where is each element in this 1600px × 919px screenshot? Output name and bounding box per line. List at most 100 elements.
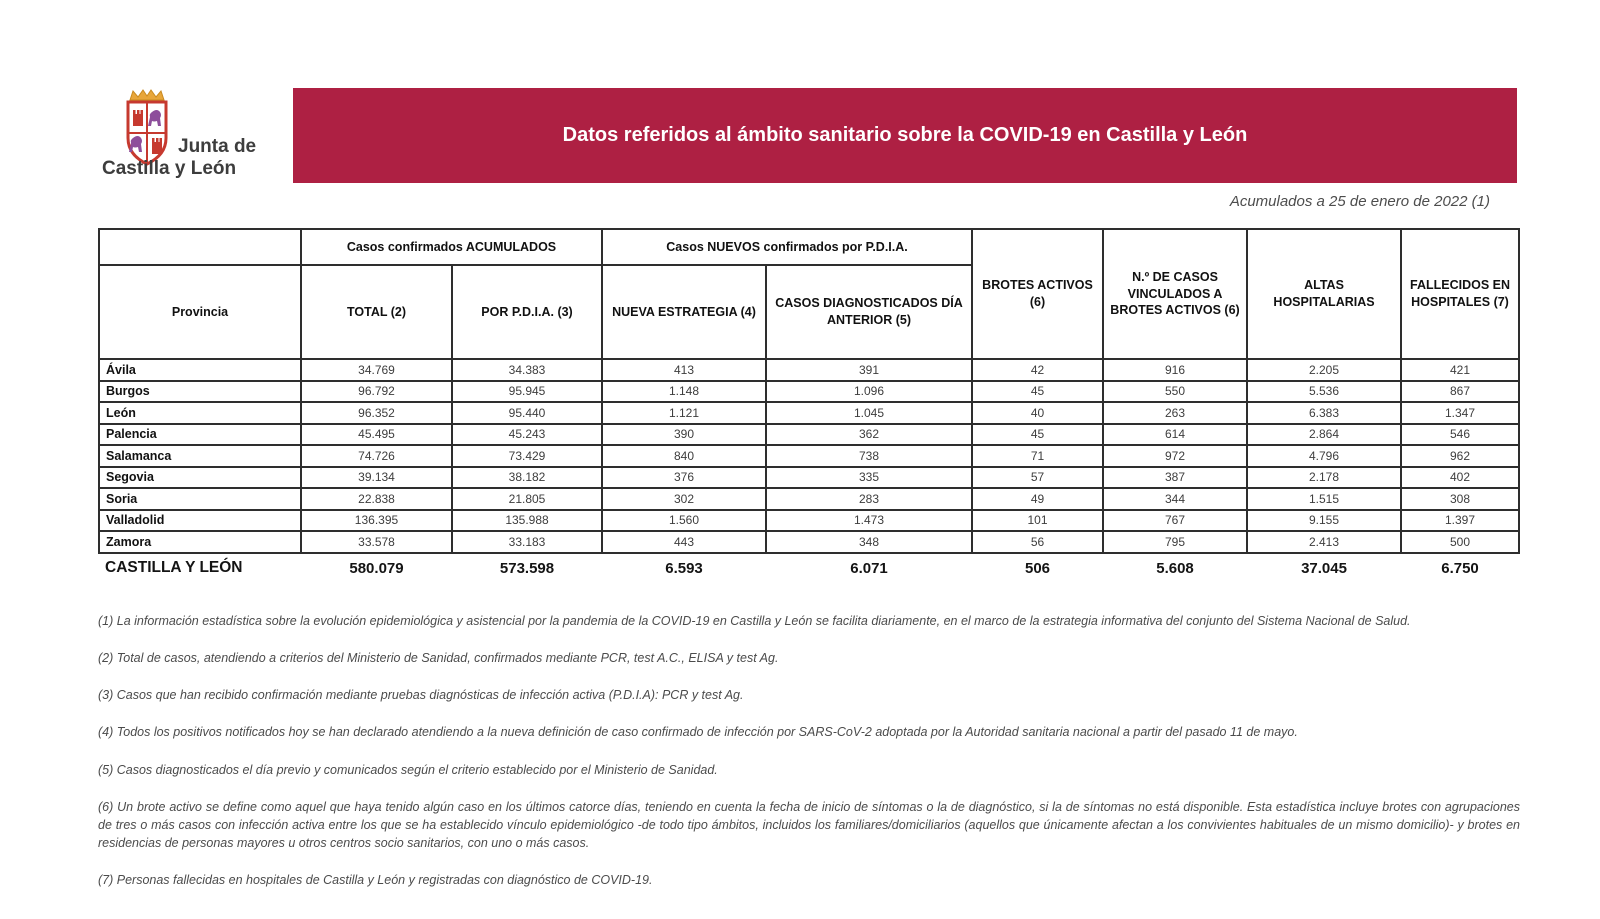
- footnote-2: (2) Total de casos, atendiendo a criteri…: [98, 651, 779, 666]
- total-row-label: CASTILLA Y LEÓN: [105, 559, 243, 576]
- value-cell: 45: [971, 379, 1105, 403]
- province-cell: Burgos: [98, 379, 302, 403]
- value-cell: 1.096: [765, 379, 974, 403]
- table-row-segovia: Segovia 39.134 38.182 376 335 57 387 2.1…: [98, 465, 1521, 489]
- value-cell: 21.805: [450, 487, 604, 511]
- value-cell: 348: [765, 530, 974, 554]
- province-cell: Ávila: [98, 358, 302, 382]
- column-header-altas: ALTAS HOSPITALARIAS: [1246, 228, 1403, 360]
- value-cell: 421: [1400, 358, 1521, 382]
- footnote-5: (5) Casos diagnosticados el día previo y…: [98, 762, 718, 777]
- value-cell: 135.988: [450, 508, 604, 532]
- value-cell: 263: [1102, 401, 1249, 425]
- column-header-fallecidos: FALLECIDOS EN HOSPITALES (7): [1400, 228, 1521, 360]
- value-cell: 376: [601, 465, 768, 489]
- value-cell: 362: [765, 422, 974, 446]
- value-cell: 74.726: [300, 444, 453, 468]
- value-cell: 2.178: [1246, 465, 1403, 489]
- value-cell: 391: [765, 358, 974, 382]
- footnote-3: (3) Casos que han recibido confirmación …: [98, 688, 744, 703]
- page-title: Datos referidos al ámbito sanitario sobr…: [562, 124, 1248, 146]
- value-cell: 387: [1102, 465, 1249, 489]
- value-cell: 2.205: [1246, 358, 1403, 382]
- value-cell: 550: [1102, 379, 1249, 403]
- footnote-7: (7) Personas fallecidas en hospitales de…: [98, 873, 653, 887]
- footnote-4: (4) Todos los positivos notificados hoy …: [98, 725, 1298, 740]
- total-value-cell: 573.598: [499, 559, 555, 577]
- value-cell: 962: [1400, 444, 1521, 468]
- province-cell: Zamora: [98, 530, 302, 554]
- table-subheader-row: Provincia TOTAL (2) POR P.D.I.A. (3) NUE…: [98, 264, 1519, 360]
- value-cell: 22.838: [300, 487, 453, 511]
- table-row-leon: León 96.352 95.440 1.121 1.045 40 263 6.…: [98, 401, 1521, 425]
- value-cell: 49: [971, 487, 1105, 511]
- value-cell: 916: [1102, 358, 1249, 382]
- value-cell: 33.578: [300, 530, 453, 554]
- province-cell: Valladolid: [98, 508, 302, 532]
- value-cell: 96.352: [300, 401, 453, 425]
- column-header-casos-vinculados: N.º DE CASOS VINCULADOS A BROTES ACTIVOS…: [1102, 228, 1249, 360]
- value-cell: 45.243: [450, 422, 604, 446]
- value-cell: 95.440: [450, 401, 604, 425]
- value-cell: 1.515: [1246, 487, 1403, 511]
- value-cell: 1.560: [601, 508, 768, 532]
- table-group-header-row: Casos confirmados ACUMULADOS Casos NUEVO…: [98, 228, 1521, 360]
- column-header-brotes-activos: BROTES ACTIVOS (6): [971, 228, 1105, 360]
- value-cell: 413: [601, 358, 768, 382]
- value-cell: 57: [971, 465, 1105, 489]
- group-header-acumulados: Casos confirmados ACUMULADOS: [299, 228, 604, 266]
- value-cell: 38.182: [450, 465, 604, 489]
- table-row-soria: Soria 22.838 21.805 302 283 49 344 1.515…: [98, 487, 1521, 511]
- table-total-row: CASTILLA Y LEÓN 580.079 573.598 6.593 6.…: [99, 553, 1519, 583]
- value-cell: 9.155: [1246, 508, 1403, 532]
- value-cell: 95.945: [450, 379, 604, 403]
- value-cell: 867: [1400, 379, 1521, 403]
- value-cell: 1.347: [1400, 401, 1521, 425]
- value-cell: 4.796: [1246, 444, 1403, 468]
- province-cell: León: [98, 401, 302, 425]
- province-cell: Soria: [98, 487, 302, 511]
- total-value-cell: 6.750: [1441, 559, 1479, 577]
- junta-logo: Junta de Castilla y León: [102, 88, 282, 188]
- column-header-casos-dia-anterior: CASOS DIAGNOSTICADOS DÍA ANTERIOR (5): [765, 264, 974, 360]
- logo-text-line1: Junta de: [178, 136, 257, 157]
- value-cell: 45: [971, 422, 1105, 446]
- logo-text-line2: Castilla y León: [102, 158, 237, 179]
- column-header-provincia: Provincia: [98, 264, 302, 360]
- total-value-cell: 580.079: [349, 559, 404, 577]
- total-value-cell: 6.593: [665, 559, 703, 577]
- value-cell: 283: [765, 487, 974, 511]
- value-cell: 33.183: [450, 530, 604, 554]
- covid-data-table: Casos confirmados ACUMULADOS Casos NUEVO…: [98, 228, 1521, 583]
- table-row-valladolid: Valladolid 136.395 135.988 1.560 1.473 1…: [98, 508, 1521, 532]
- value-cell: 402: [1400, 465, 1521, 489]
- value-cell: 738: [765, 444, 974, 468]
- column-header-total: TOTAL (2): [300, 264, 453, 360]
- group-header-nuevos: Casos NUEVOS confirmados por P.D.I.A.: [601, 228, 974, 266]
- value-cell: 5.536: [1246, 379, 1403, 403]
- value-cell: 972: [1102, 444, 1249, 468]
- table-row-avila: Ávila 34.769 34.383 413 391 42 916 2.205…: [98, 358, 1521, 382]
- value-cell: 1.397: [1400, 508, 1521, 532]
- province-cell: Salamanca: [98, 444, 302, 468]
- value-cell: 390: [601, 422, 768, 446]
- blank-header-cell: [98, 228, 302, 266]
- value-cell: 767: [1102, 508, 1249, 532]
- value-cell: 335: [765, 465, 974, 489]
- coat-of-arms-icon: [126, 89, 168, 166]
- table-row-salamanca: Salamanca 74.726 73.429 840 738 71 972 4…: [98, 444, 1521, 468]
- value-cell: 101: [971, 508, 1105, 532]
- value-cell: 1.148: [601, 379, 768, 403]
- accumulated-date-note: Acumulados a 25 de enero de 2022 (1): [1229, 193, 1490, 210]
- value-cell: 42: [971, 358, 1105, 382]
- value-cell: 56: [971, 530, 1105, 554]
- value-cell: 1.121: [601, 401, 768, 425]
- value-cell: 34.769: [300, 358, 453, 382]
- title-banner: Datos referidos al ámbito sanitario sobr…: [293, 88, 1517, 183]
- value-cell: 73.429: [450, 444, 604, 468]
- value-cell: 840: [601, 444, 768, 468]
- footnote-1: (1) La información estadística sobre la …: [98, 614, 1411, 628]
- value-cell: 1.473: [765, 508, 974, 532]
- value-cell: 34.383: [450, 358, 604, 382]
- table-row-palencia: Palencia 45.495 45.243 390 362 45 614 2.…: [98, 422, 1521, 446]
